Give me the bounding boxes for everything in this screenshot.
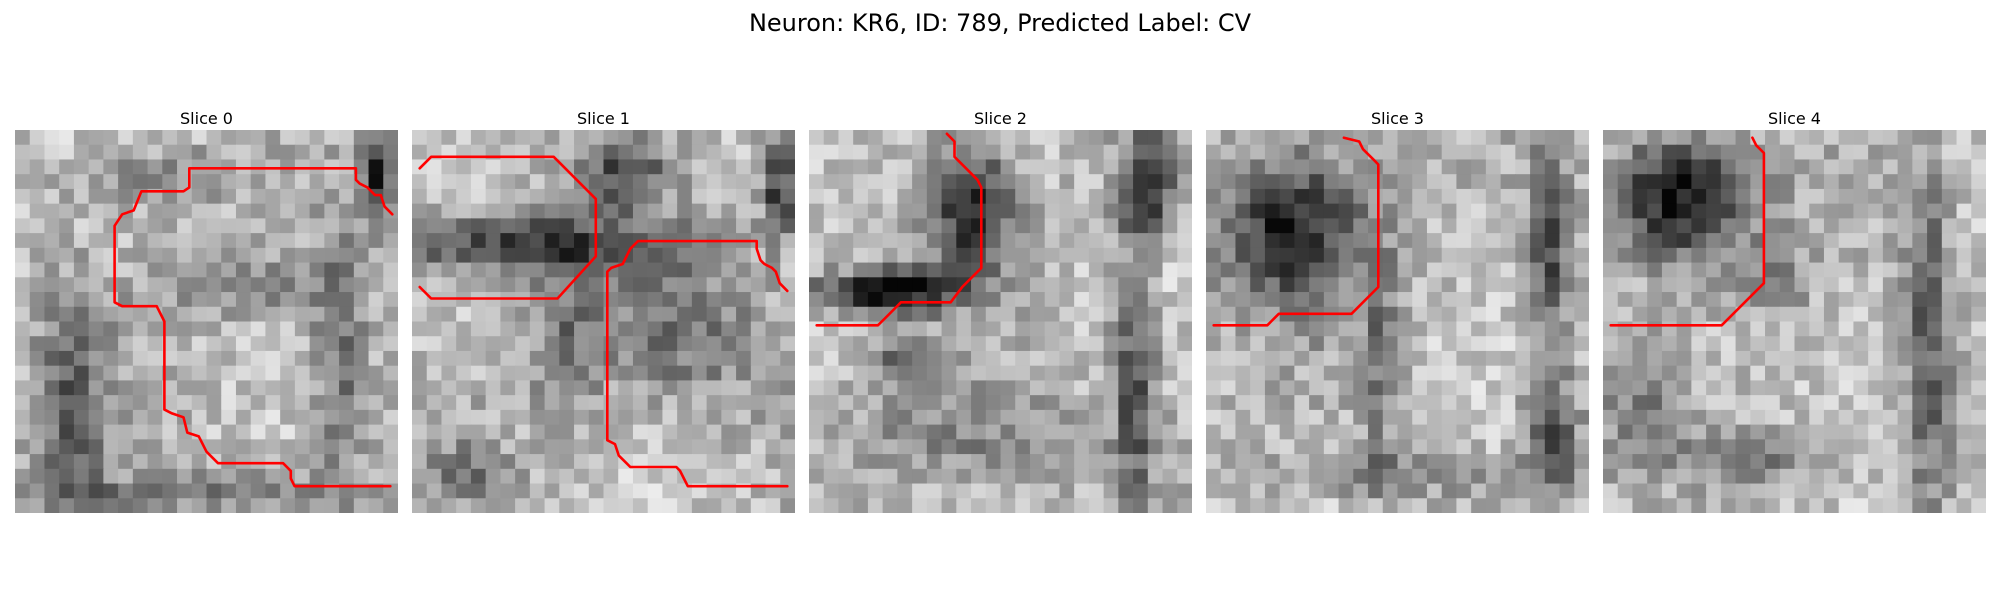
- slice-pixels-0: [15, 130, 398, 513]
- slice-panel-4: Slice 4: [1603, 108, 1986, 513]
- slice-canvas-4: [1603, 130, 1986, 513]
- contour-line-0-0: [113, 166, 394, 488]
- contour-line-4-0: [1609, 136, 1766, 327]
- slice-image-0: [15, 130, 398, 513]
- slice-panel-3: Slice 3: [1206, 108, 1589, 513]
- slice-title-4: Slice 4: [1768, 109, 1821, 128]
- slice-canvas-2: [809, 130, 1192, 513]
- slice-pixels-2: [809, 130, 1192, 513]
- slice-title-2: Slice 2: [974, 109, 1027, 128]
- slice-title-1: Slice 1: [577, 109, 630, 128]
- slice-pixels-3: [1206, 130, 1589, 513]
- contour-line-3-0: [1212, 136, 1380, 327]
- slice-title-0: Slice 0: [180, 109, 233, 128]
- slice-image-2: [809, 130, 1192, 513]
- slice-panel-2: Slice 2: [809, 108, 1192, 513]
- contour-line-1-0: [418, 155, 598, 300]
- slice-canvas-0: [15, 130, 398, 513]
- figure-title: Neuron: KR6, ID: 789, Predicted Label: C…: [748, 9, 1252, 37]
- slice-panel-0: Slice 0: [15, 108, 398, 513]
- contour-line-1-1: [606, 239, 789, 488]
- slice-panel-1: Slice 1: [412, 108, 795, 513]
- slice-pixels-1: [412, 130, 795, 513]
- contour-line-2-0: [815, 132, 983, 327]
- slice-title-3: Slice 3: [1371, 109, 1424, 128]
- slice-canvas-1: [412, 130, 795, 513]
- slice-image-4: [1603, 130, 1986, 513]
- slice-image-1: [412, 130, 795, 513]
- slice-canvas-3: [1206, 130, 1589, 513]
- slice-image-3: [1206, 130, 1589, 513]
- slice-pixels-4: [1603, 130, 1986, 513]
